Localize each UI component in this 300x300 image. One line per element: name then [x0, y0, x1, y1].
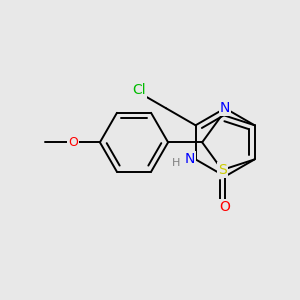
Text: N: N — [220, 101, 230, 115]
Text: H: H — [172, 158, 180, 168]
Text: Cl: Cl — [133, 83, 146, 98]
Text: N: N — [184, 152, 195, 167]
Text: S: S — [218, 163, 226, 177]
Text: O: O — [220, 200, 230, 214]
Text: O: O — [68, 136, 78, 149]
